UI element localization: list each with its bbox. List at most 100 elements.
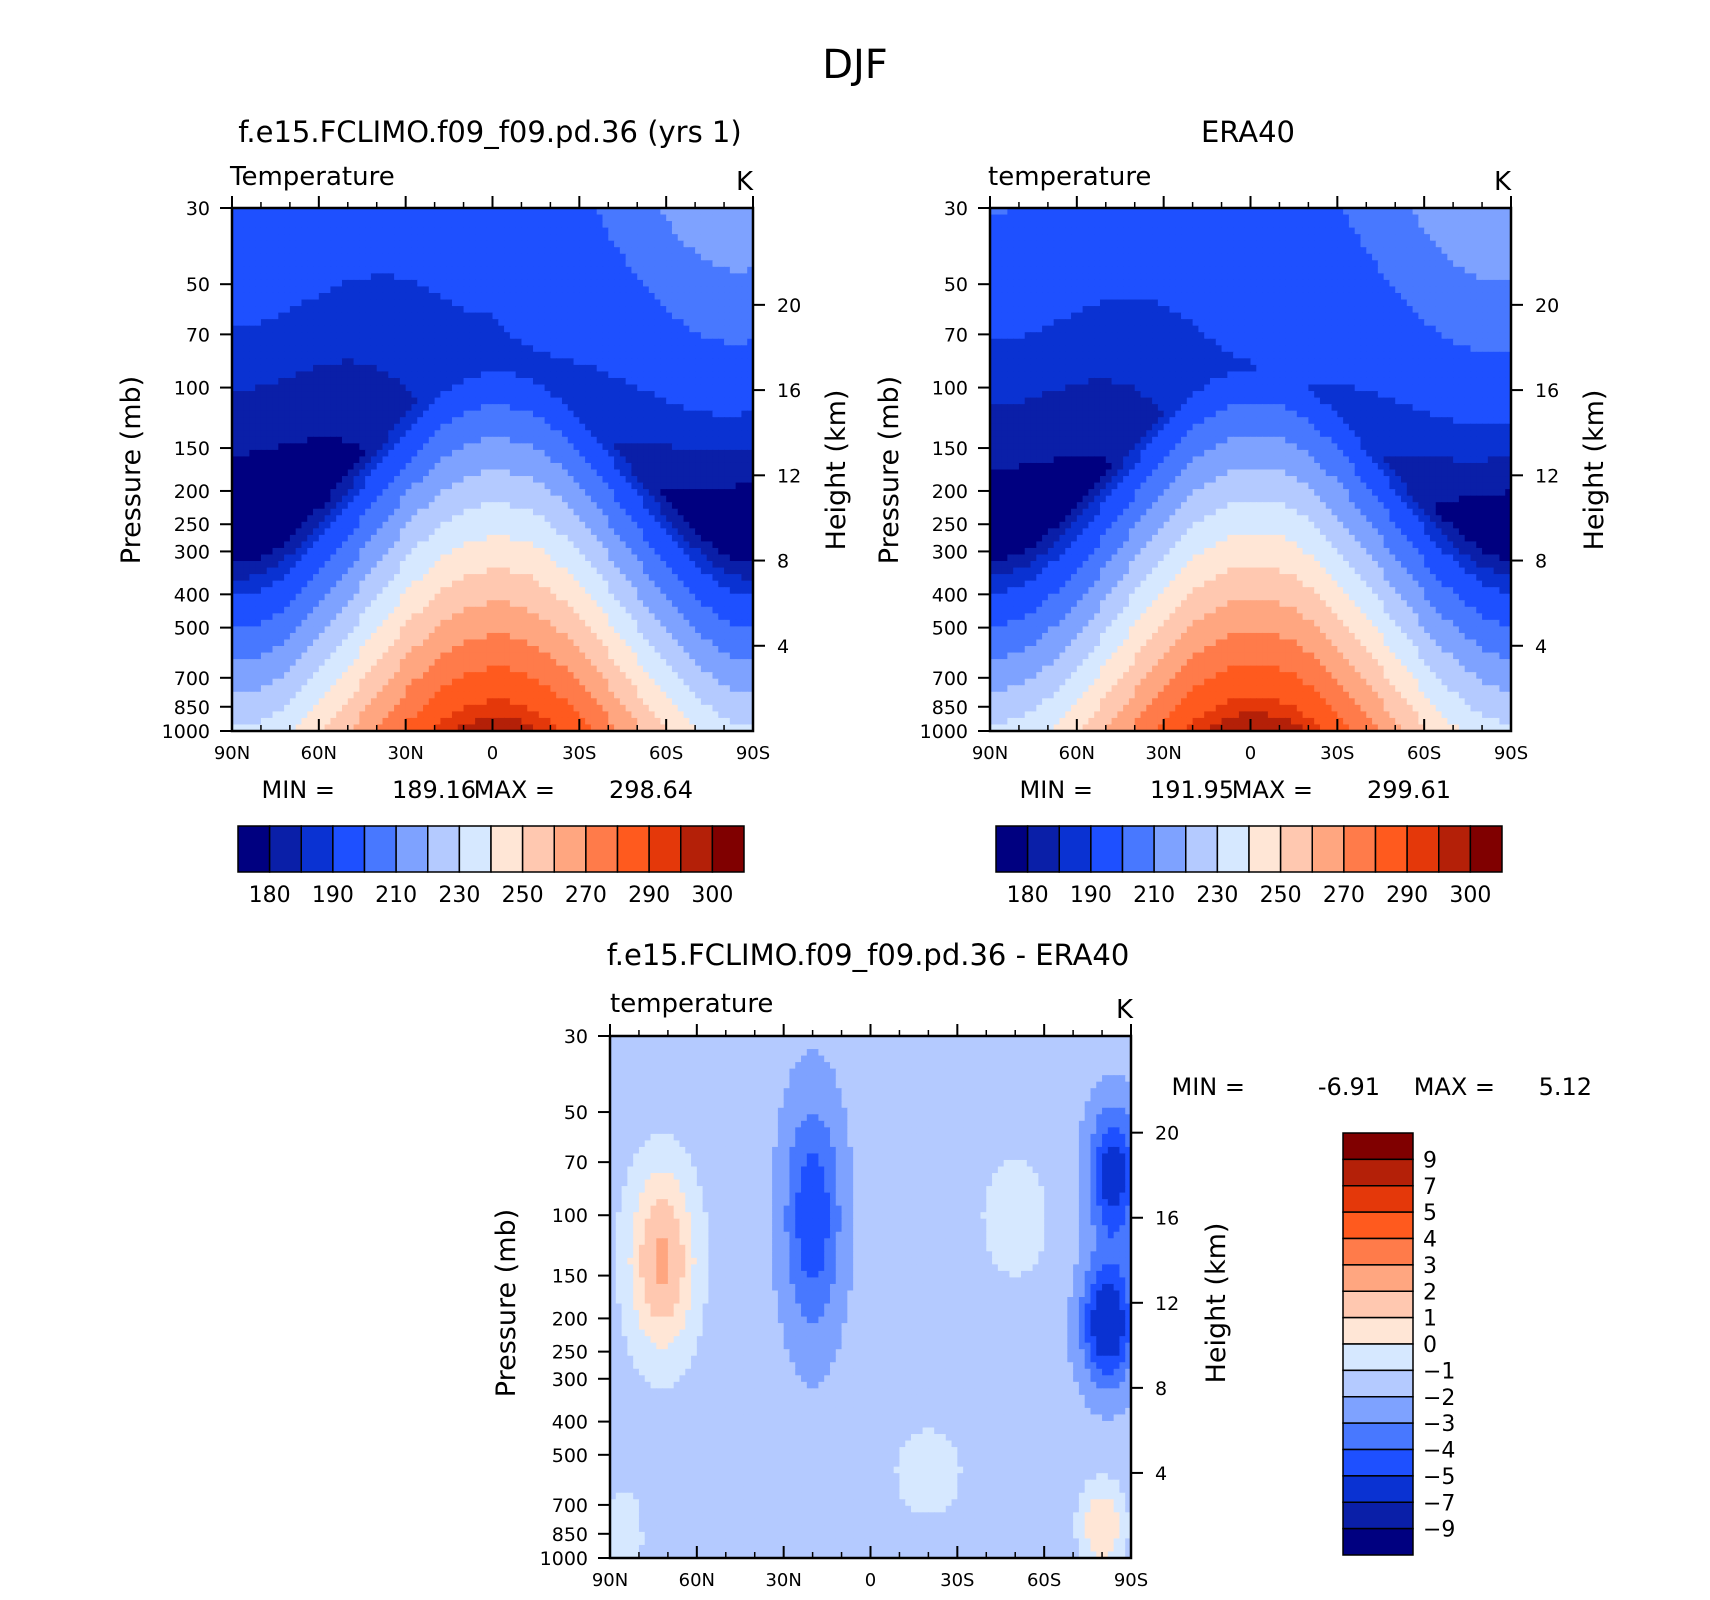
field-cell <box>341 547 349 556</box>
field-cell <box>596 443 604 451</box>
field-cell <box>313 384 320 392</box>
field-cell <box>480 449 488 458</box>
field-cell <box>249 325 256 333</box>
field-cell <box>295 364 303 373</box>
field-cell <box>567 489 575 497</box>
field-cell <box>538 286 546 294</box>
field-cell <box>544 299 551 307</box>
field-cell <box>556 221 563 229</box>
field-cell <box>486 234 494 242</box>
field-cell <box>249 495 256 503</box>
field-cell <box>376 443 384 451</box>
field-cell <box>538 240 546 248</box>
field-cell <box>625 423 633 431</box>
field-cell <box>260 515 268 523</box>
field-cell <box>469 462 476 471</box>
field-cell <box>643 247 650 255</box>
field-cell <box>388 332 395 340</box>
field-cell <box>434 521 441 529</box>
field-cell <box>469 404 476 412</box>
field-cell <box>567 502 575 510</box>
field-cell <box>434 306 441 314</box>
field-cell <box>313 417 320 425</box>
panel-model-field <box>232 208 754 732</box>
field-cell <box>666 482 673 490</box>
field-cell <box>295 351 303 359</box>
field-cell <box>585 476 592 484</box>
field-cell <box>724 521 731 529</box>
field-cell <box>631 456 638 464</box>
field-cell <box>307 567 314 575</box>
field-cell <box>741 534 748 543</box>
field-cell <box>284 234 291 242</box>
field-cell <box>695 345 702 353</box>
field-cell <box>451 476 459 484</box>
field-cell <box>700 273 708 281</box>
field-cell <box>533 266 540 274</box>
field-cell <box>504 234 511 242</box>
field-cell <box>643 430 650 438</box>
field-cell <box>561 430 569 438</box>
field-cell <box>411 319 418 327</box>
field-cell <box>399 351 407 359</box>
field-cell <box>590 476 598 484</box>
field-cell <box>243 489 250 497</box>
field-cell <box>625 528 633 536</box>
field-cell <box>336 286 343 294</box>
field-cell <box>307 449 314 458</box>
field-cell <box>394 417 401 425</box>
field-cell <box>370 377 378 386</box>
field-cell <box>388 404 395 412</box>
field-cell <box>683 482 690 490</box>
field-cell <box>573 384 580 392</box>
field-cell <box>700 306 708 314</box>
field-cell <box>544 266 551 274</box>
field-cell <box>376 417 384 425</box>
field-cell <box>654 495 661 503</box>
field-cell <box>735 273 743 281</box>
field-cell <box>411 312 418 320</box>
field-cell <box>278 417 285 425</box>
field-cell <box>741 221 748 229</box>
field-cell <box>724 476 731 484</box>
field-cell <box>463 214 470 222</box>
field-cell <box>451 345 459 353</box>
field-cell <box>735 541 743 549</box>
field-cell <box>480 253 488 261</box>
field-cell <box>370 541 378 549</box>
field-cell <box>712 332 719 340</box>
field-cell <box>747 547 754 556</box>
field-cell <box>747 227 754 235</box>
field-cell <box>486 208 494 216</box>
field-cell <box>573 462 580 471</box>
field-cell <box>614 338 621 346</box>
field-cell <box>654 436 661 444</box>
field-cell <box>504 397 511 405</box>
field-cell <box>648 227 656 235</box>
field-cell <box>428 476 436 484</box>
field-cell <box>683 299 690 307</box>
field-cell <box>336 397 343 405</box>
field-cell <box>324 476 332 484</box>
field-cell <box>556 214 563 222</box>
field-cell <box>324 273 332 281</box>
field-cell <box>284 260 291 268</box>
field-cell <box>388 476 395 484</box>
field-cell <box>666 495 673 503</box>
field-cell <box>411 377 418 386</box>
field-cell <box>585 214 592 222</box>
field-cell <box>741 489 748 497</box>
field-cell <box>654 547 661 556</box>
field-cell <box>700 377 708 386</box>
field-cell <box>318 449 326 458</box>
field-cell <box>486 227 494 235</box>
field-cell <box>469 443 476 451</box>
field-cell <box>434 279 441 288</box>
field-cell <box>255 528 262 536</box>
field-cell <box>232 404 239 412</box>
field-cell <box>677 234 685 242</box>
field-cell <box>729 325 737 333</box>
field-cell <box>446 384 453 392</box>
field-cell <box>608 462 615 471</box>
field-cell <box>724 469 731 477</box>
